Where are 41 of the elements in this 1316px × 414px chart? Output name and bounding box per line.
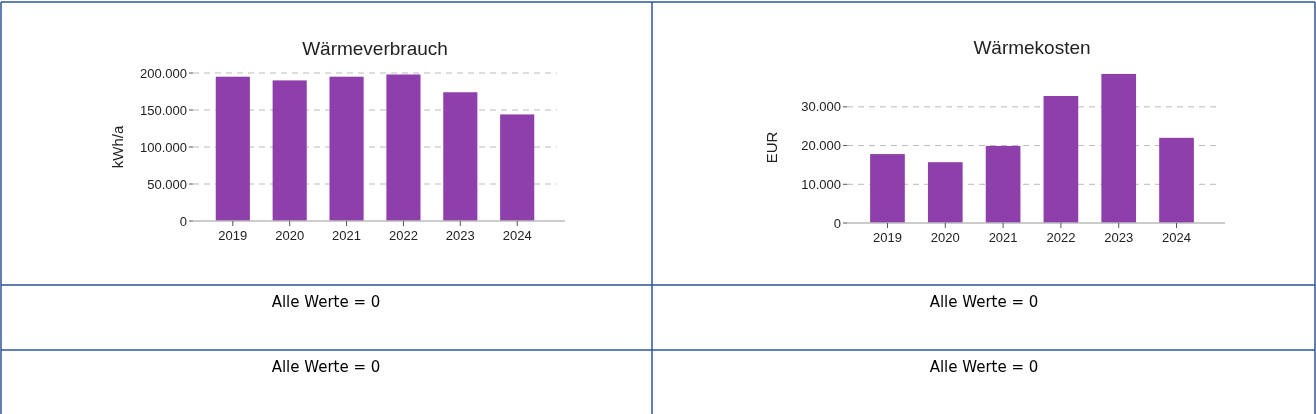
y-tick-label: 10.000 [801,176,841,192]
y-tick-label: 50.000 [147,176,187,192]
text: Alle Werte = 0 [271,358,381,376]
x-tick-label: 2020 [275,228,305,243]
text: Alle Werte = 0 [271,293,381,311]
x-tick-label: 2021 [332,228,362,243]
x-tick-label: 2023 [445,228,475,243]
y-axis-title: kWh/a [109,125,126,169]
bar [443,92,478,221]
y-tick-label: 20.000 [801,138,841,154]
bar [1159,137,1194,223]
y-tick-label: 200.000 [140,65,187,81]
x-tick-label: 2019 [218,228,248,243]
text: Alle Werte = 0 [929,293,1039,311]
x-tick-label: 2022 [1046,230,1076,245]
x-tick-label: 2023 [1104,230,1134,245]
text: Alle Werte = 0 [929,358,1039,376]
y-tick-label: 0 [833,215,841,231]
x-tick-label: 2019 [873,230,902,245]
y-tick-label: 30.000 [801,99,841,115]
y-tick-label: 100.000 [140,139,187,155]
bar [1101,73,1137,223]
bar [927,162,963,223]
bar [870,154,905,223]
bar [500,114,535,221]
x-tick-label: 2024 [502,228,532,243]
bar [215,76,250,221]
x-tick-label: 2021 [988,230,1018,245]
chart-title: Wärmekosten [973,37,1091,58]
bar [329,76,364,221]
x-tick-label: 2024 [1162,230,1191,245]
y-tick-label: 0 [179,213,187,229]
y-tick-label: 150.000 [140,102,187,118]
chart-title: Wärmeverbrauch [302,38,448,59]
x-tick-label: 2020 [930,230,960,245]
bar [1043,96,1079,223]
x-tick-label: 2022 [388,228,418,243]
bar [985,145,1021,223]
y-axis-title: EUR [763,131,780,164]
bar [386,74,421,221]
bar [272,80,307,221]
